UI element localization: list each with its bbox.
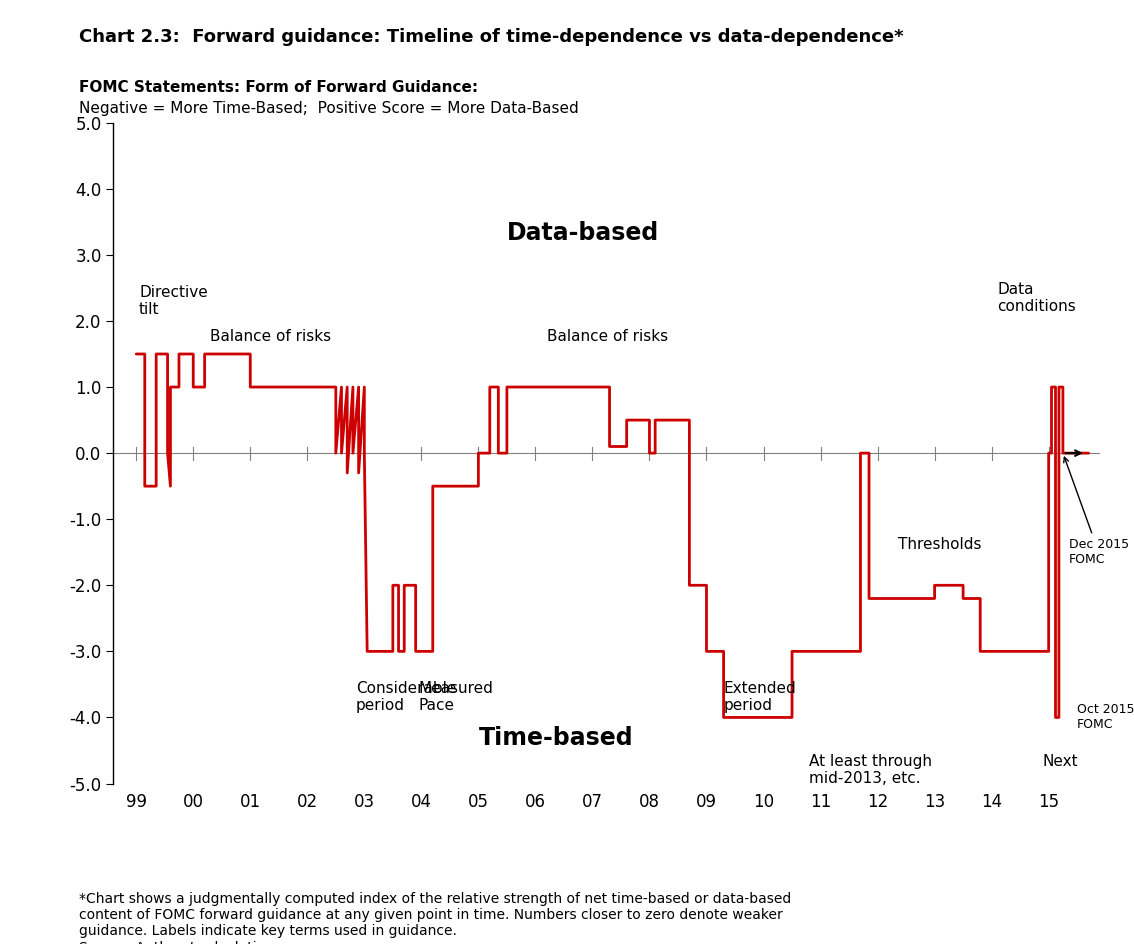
- Text: At least through
mid-2013, etc.: At least through mid-2013, etc.: [810, 753, 932, 786]
- Text: Dec 2015
FOMC: Dec 2015 FOMC: [1064, 457, 1128, 566]
- Text: Thresholds: Thresholds: [897, 537, 981, 552]
- Text: Balance of risks: Balance of risks: [547, 329, 668, 344]
- Text: Directive
tilt: Directive tilt: [139, 285, 208, 317]
- Text: Data
conditions: Data conditions: [997, 282, 1076, 314]
- Text: Time-based: Time-based: [479, 727, 633, 750]
- Text: Data-based: Data-based: [507, 221, 659, 245]
- Text: Balance of risks: Balance of risks: [210, 329, 331, 344]
- Text: Next: Next: [1043, 753, 1078, 768]
- Text: Chart 2.3:  Forward guidance: Timeline of time-dependence vs data-dependence*: Chart 2.3: Forward guidance: Timeline of…: [79, 28, 904, 46]
- Text: Measured
Pace: Measured Pace: [418, 682, 493, 714]
- Text: *Chart shows a judgmentally computed index of the relative strength of net time-: *Chart shows a judgmentally computed ind…: [79, 892, 792, 944]
- Text: FOMC Statements: Form of Forward Guidance:: FOMC Statements: Form of Forward Guidanc…: [79, 80, 479, 95]
- Text: Extended
period: Extended period: [723, 682, 796, 714]
- Text: Considerable
period: Considerable period: [356, 682, 456, 714]
- Text: Oct 2015
FOMC: Oct 2015 FOMC: [1077, 703, 1134, 732]
- Text: Negative = More Time-Based;  Positive Score = More Data-Based: Negative = More Time-Based; Positive Sco…: [79, 101, 579, 116]
